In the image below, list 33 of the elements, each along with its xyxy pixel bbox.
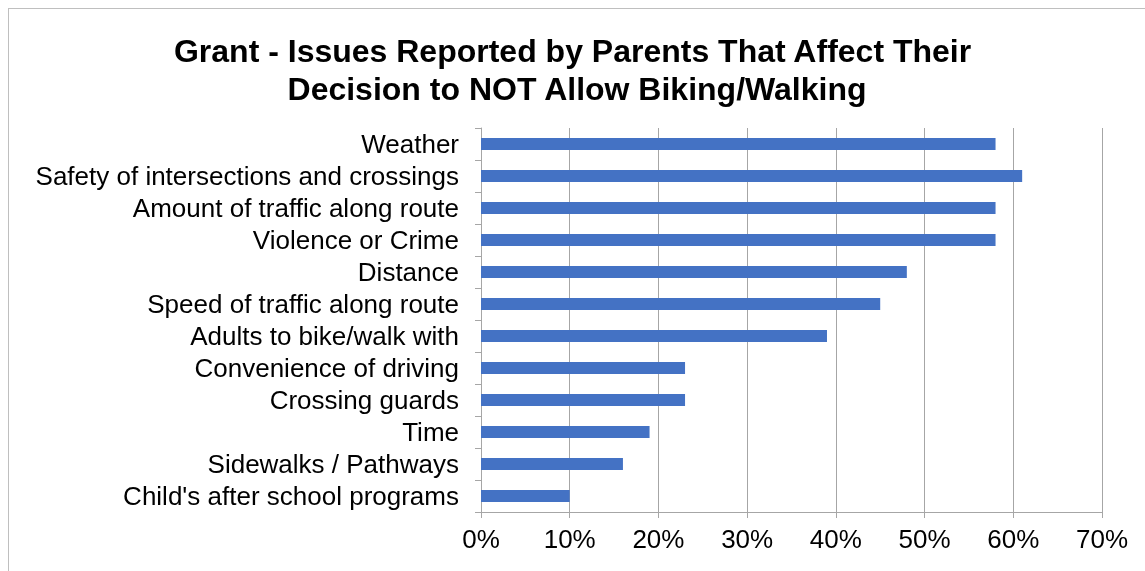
y-tick-label: Adults to bike/walk with xyxy=(190,321,459,351)
y-tick-label: Safety of intersections and crossings xyxy=(35,161,459,191)
y-tick-label: Distance xyxy=(357,257,459,287)
bar xyxy=(481,298,881,310)
y-tick-label: Child's after school programs xyxy=(123,481,459,511)
x-tick-label: 40% xyxy=(809,524,862,554)
x-tick-label: 30% xyxy=(721,524,774,554)
x-tick-label: 60% xyxy=(987,524,1040,554)
x-tick-label: 10% xyxy=(543,524,596,554)
bar xyxy=(481,458,623,470)
y-tick-label: Convenience of driving xyxy=(194,353,459,383)
y-tick-label: Violence or Crime xyxy=(252,225,459,255)
x-tick-label: 50% xyxy=(898,524,951,554)
bar xyxy=(481,362,686,374)
y-tick-label: Sidewalks / Pathways xyxy=(207,449,459,479)
y-tick-label: Crossing guards xyxy=(269,385,459,415)
bar xyxy=(481,170,1023,182)
bar xyxy=(481,234,996,246)
x-tick-label: 70% xyxy=(1075,524,1129,554)
x-tick-label: 20% xyxy=(632,524,685,554)
bar xyxy=(481,138,996,150)
x-tick-label: 0% xyxy=(462,524,500,554)
bar xyxy=(481,202,996,214)
bar xyxy=(481,490,570,502)
bar xyxy=(481,394,686,406)
bar xyxy=(481,330,827,342)
y-tick-label: Amount of traffic along route xyxy=(132,193,459,223)
y-tick-label: Weather xyxy=(361,129,460,159)
bar xyxy=(481,266,907,278)
y-tick-label: Time xyxy=(402,417,459,447)
chart-title: Grant - Issues Reported by Parents That Affect Their Decision to NOT Allow Biking/Walking xyxy=(173,33,981,107)
y-tick-label: Speed of traffic along route xyxy=(147,289,459,319)
bar xyxy=(481,426,650,438)
